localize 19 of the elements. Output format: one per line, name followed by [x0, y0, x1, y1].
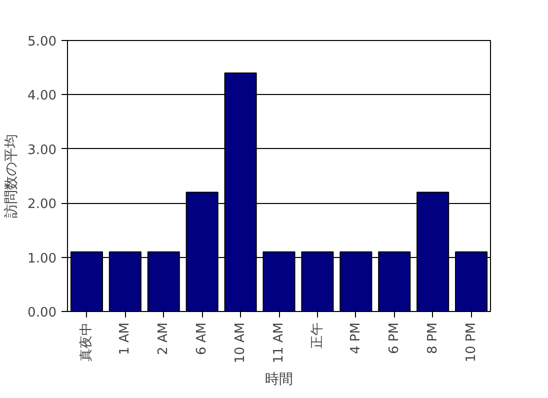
x-axis-title: 時間	[265, 371, 293, 388]
y-tick-label: 0.00	[28, 306, 57, 320]
y-tick-label: 5.00	[28, 34, 57, 50]
x-tick-label: 1 AM	[118, 322, 133, 356]
y-axis-title: 訪問数の平均	[4, 134, 20, 218]
x-tick-label: 10 AM	[233, 322, 248, 364]
y-tick-label: 1.00	[28, 251, 57, 266]
x-tick-label: 真夜中	[78, 322, 94, 362]
y-tick-label: 3.00	[28, 142, 57, 158]
x-tick-label: 6 AM	[194, 322, 210, 356]
x-tick-label: 8 PM	[425, 322, 440, 354]
x-tick-label: 11 AM	[272, 322, 286, 364]
x-tick-label: 10 PM	[464, 322, 479, 362]
x-tick-label: 正午	[310, 322, 325, 348]
x-tick-label: 6 PM	[386, 322, 402, 354]
y-tick-label: 2.00	[28, 197, 57, 212]
y-tick-label: 4.00	[28, 88, 57, 104]
x-tick-label: 2 AM	[156, 322, 172, 356]
x-tick-label: 4 PM	[348, 322, 364, 354]
